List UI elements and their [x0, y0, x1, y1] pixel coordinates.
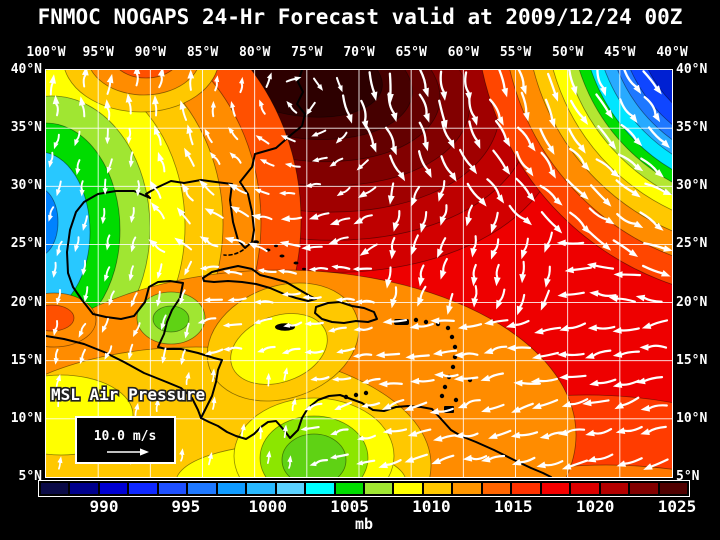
lon-label: 45°W	[604, 45, 636, 60]
map-area: MSL Air Pressure 10.0 m/s	[45, 69, 673, 478]
lat-label-right: 20°N	[676, 294, 708, 310]
lon-label: 95°W	[82, 45, 114, 60]
lat-label-right: 25°N	[676, 236, 708, 252]
pressure-map-svg: MSL Air Pressure 10.0 m/s	[46, 70, 672, 477]
lat-label-right: 10°N	[676, 410, 708, 426]
lon-label: 50°W	[552, 45, 584, 60]
colorbar-cell	[512, 483, 540, 494]
colorbar-cell	[394, 483, 422, 494]
lat-label-left: 30°N	[10, 178, 42, 194]
colorbar-cell	[364, 483, 393, 494]
map-title-label: MSL Air Pressure	[51, 385, 205, 404]
lat-label-right: 40°N	[676, 62, 708, 77]
page-title: FNMOC NOGAPS 24-Hr Forecast valid at 200…	[37, 5, 683, 29]
colorbar-cell	[158, 483, 187, 494]
wind-scale-value: 10.0 m/s	[94, 429, 157, 444]
colorbar-tick: 1000	[248, 497, 287, 516]
lat-label-left: 40°N	[10, 62, 42, 77]
colorbar-cell	[423, 483, 452, 494]
lon-label: 40°W	[656, 45, 688, 60]
colorbar	[38, 480, 690, 497]
lat-label-left: 10°N	[10, 410, 42, 426]
colorbar-tick: 1005	[330, 497, 369, 516]
colorbar-cell	[600, 483, 629, 494]
lat-label-left: 20°N	[10, 294, 42, 310]
lon-label: 90°W	[134, 45, 166, 60]
lat-label-right: 30°N	[676, 178, 708, 194]
colorbar-tick: 1025	[657, 497, 697, 516]
colorbar-cell	[99, 483, 128, 494]
lat-label-left: 25°N	[10, 236, 42, 252]
colorbar-cell	[482, 483, 511, 494]
colorbar-tick: 1010	[412, 497, 451, 516]
colorbar-tick: 1015	[494, 497, 533, 516]
colorbar-tick: 990	[89, 497, 119, 516]
lon-label: 100°W	[26, 45, 66, 60]
lon-label: 65°W	[395, 45, 427, 60]
lon-label: 55°W	[499, 45, 532, 60]
lat-label-right: 35°N	[676, 120, 708, 136]
lat-label-left: 15°N	[10, 352, 42, 368]
lon-label: 70°W	[343, 45, 375, 60]
coastlines	[46, 70, 552, 477]
wind-arrows	[48, 70, 672, 470]
lon-label: 60°W	[447, 45, 479, 60]
colorbar-tick: 1020	[575, 497, 615, 516]
colorbar-cell	[276, 483, 305, 494]
wind-scale-box	[75, 416, 176, 464]
wind-scale-arrow-icon	[107, 448, 149, 456]
lon-label: 85°W	[186, 45, 219, 60]
colorbar-unit: mb	[354, 515, 374, 533]
colorbar-cell	[188, 483, 216, 494]
wind-scale-legend: 10.0 m/s	[75, 416, 176, 464]
colorbar-cell	[41, 483, 69, 494]
lon-label: 75°W	[291, 45, 323, 60]
colorbar-cell	[217, 483, 246, 494]
colorbar-cell	[306, 483, 334, 494]
colorbar-cell	[571, 483, 599, 494]
colorbar-cell	[630, 483, 658, 494]
lat-label-right: 15°N	[676, 352, 708, 368]
colorbar-tick: 995	[171, 497, 201, 516]
colorbar-cell	[659, 483, 687, 494]
lat-label-left: 5°N	[18, 469, 42, 484]
colorbar-cell	[70, 483, 98, 494]
colorbar-cell	[129, 483, 157, 494]
colorbar-cell	[453, 483, 481, 494]
colorbar-cell	[247, 483, 275, 494]
lon-label: 80°W	[239, 45, 271, 60]
colorbar-cell	[335, 483, 363, 494]
colorbar-cell	[541, 483, 570, 494]
lat-label-left: 35°N	[10, 120, 42, 136]
